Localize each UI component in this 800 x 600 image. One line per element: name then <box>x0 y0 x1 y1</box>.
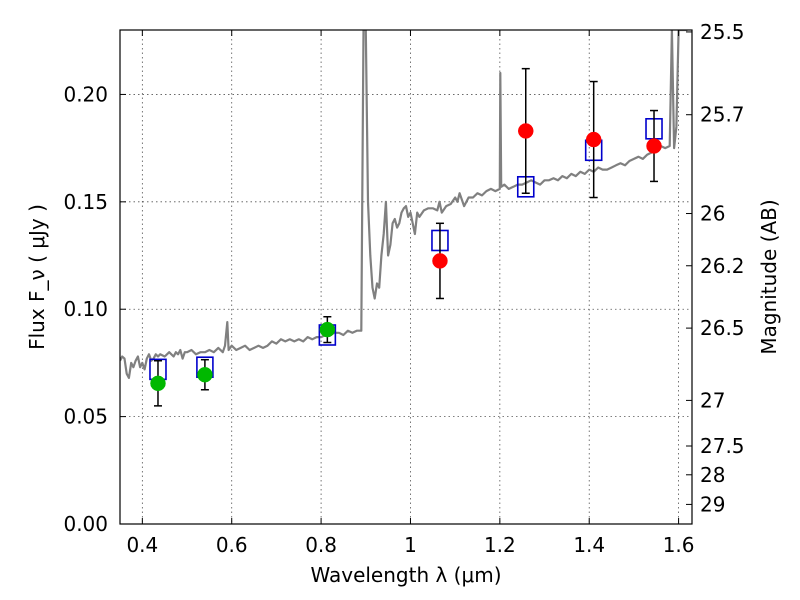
x-tick-label: 1.2 <box>484 533 516 557</box>
x-tick-label: 1.6 <box>663 533 695 557</box>
mag-tick-label: 25.7 <box>700 103 745 127</box>
mag-tick-label: 26.2 <box>700 254 745 278</box>
observed-nir-point <box>518 123 534 139</box>
mag-tick-label: 27.5 <box>700 434 745 458</box>
spectrum-line <box>120 30 688 379</box>
mag-tick-label: 25.5 <box>700 20 745 44</box>
y-tick-label: 0.20 <box>63 82 108 106</box>
y-tick-label: 0.00 <box>63 512 108 536</box>
y-tick-label: 0.05 <box>63 405 108 429</box>
observed-optical-point <box>150 375 166 392</box>
observed-nir-point <box>585 131 602 148</box>
y-tick-label: 0.15 <box>63 190 108 214</box>
tick-layer: 0.4 0.6 0.8 1 1.2 1.4 1.6 0.00 0.05 0.10 0.15 0.20 2… <box>63 20 744 557</box>
observed-optical-point <box>319 321 336 338</box>
observed-nir-point <box>432 253 448 269</box>
x-tick-label: 1.4 <box>573 533 605 557</box>
x-tick-label: 1 <box>404 533 417 557</box>
x-tick-label: 0.8 <box>305 533 337 557</box>
grid-lines <box>120 30 692 525</box>
mag-tick-label: 26.5 <box>700 316 745 340</box>
markers-layer <box>149 67 663 407</box>
y-axis-label: Flux F_ν ( μJy ) <box>25 204 49 350</box>
x-tick-label: 0.6 <box>216 533 248 557</box>
y-axis-right-label: Magnitude (AB) <box>757 199 781 354</box>
mag-tick-label: 26 <box>700 202 725 226</box>
mag-tick-label: 27 <box>700 388 725 412</box>
spectrum-layer <box>120 30 688 379</box>
x-tick-label: 0.4 <box>126 533 158 557</box>
observed-optical-point <box>197 366 213 383</box>
x-axis-label: Wavelength λ (μm) <box>310 563 501 587</box>
observed-nir-point <box>646 138 662 154</box>
mag-tick-label: 28 <box>700 463 725 487</box>
y-tick-label: 0.10 <box>63 297 108 321</box>
plot-frame <box>119 29 693 525</box>
mag-tick-label: 29 <box>700 492 725 516</box>
